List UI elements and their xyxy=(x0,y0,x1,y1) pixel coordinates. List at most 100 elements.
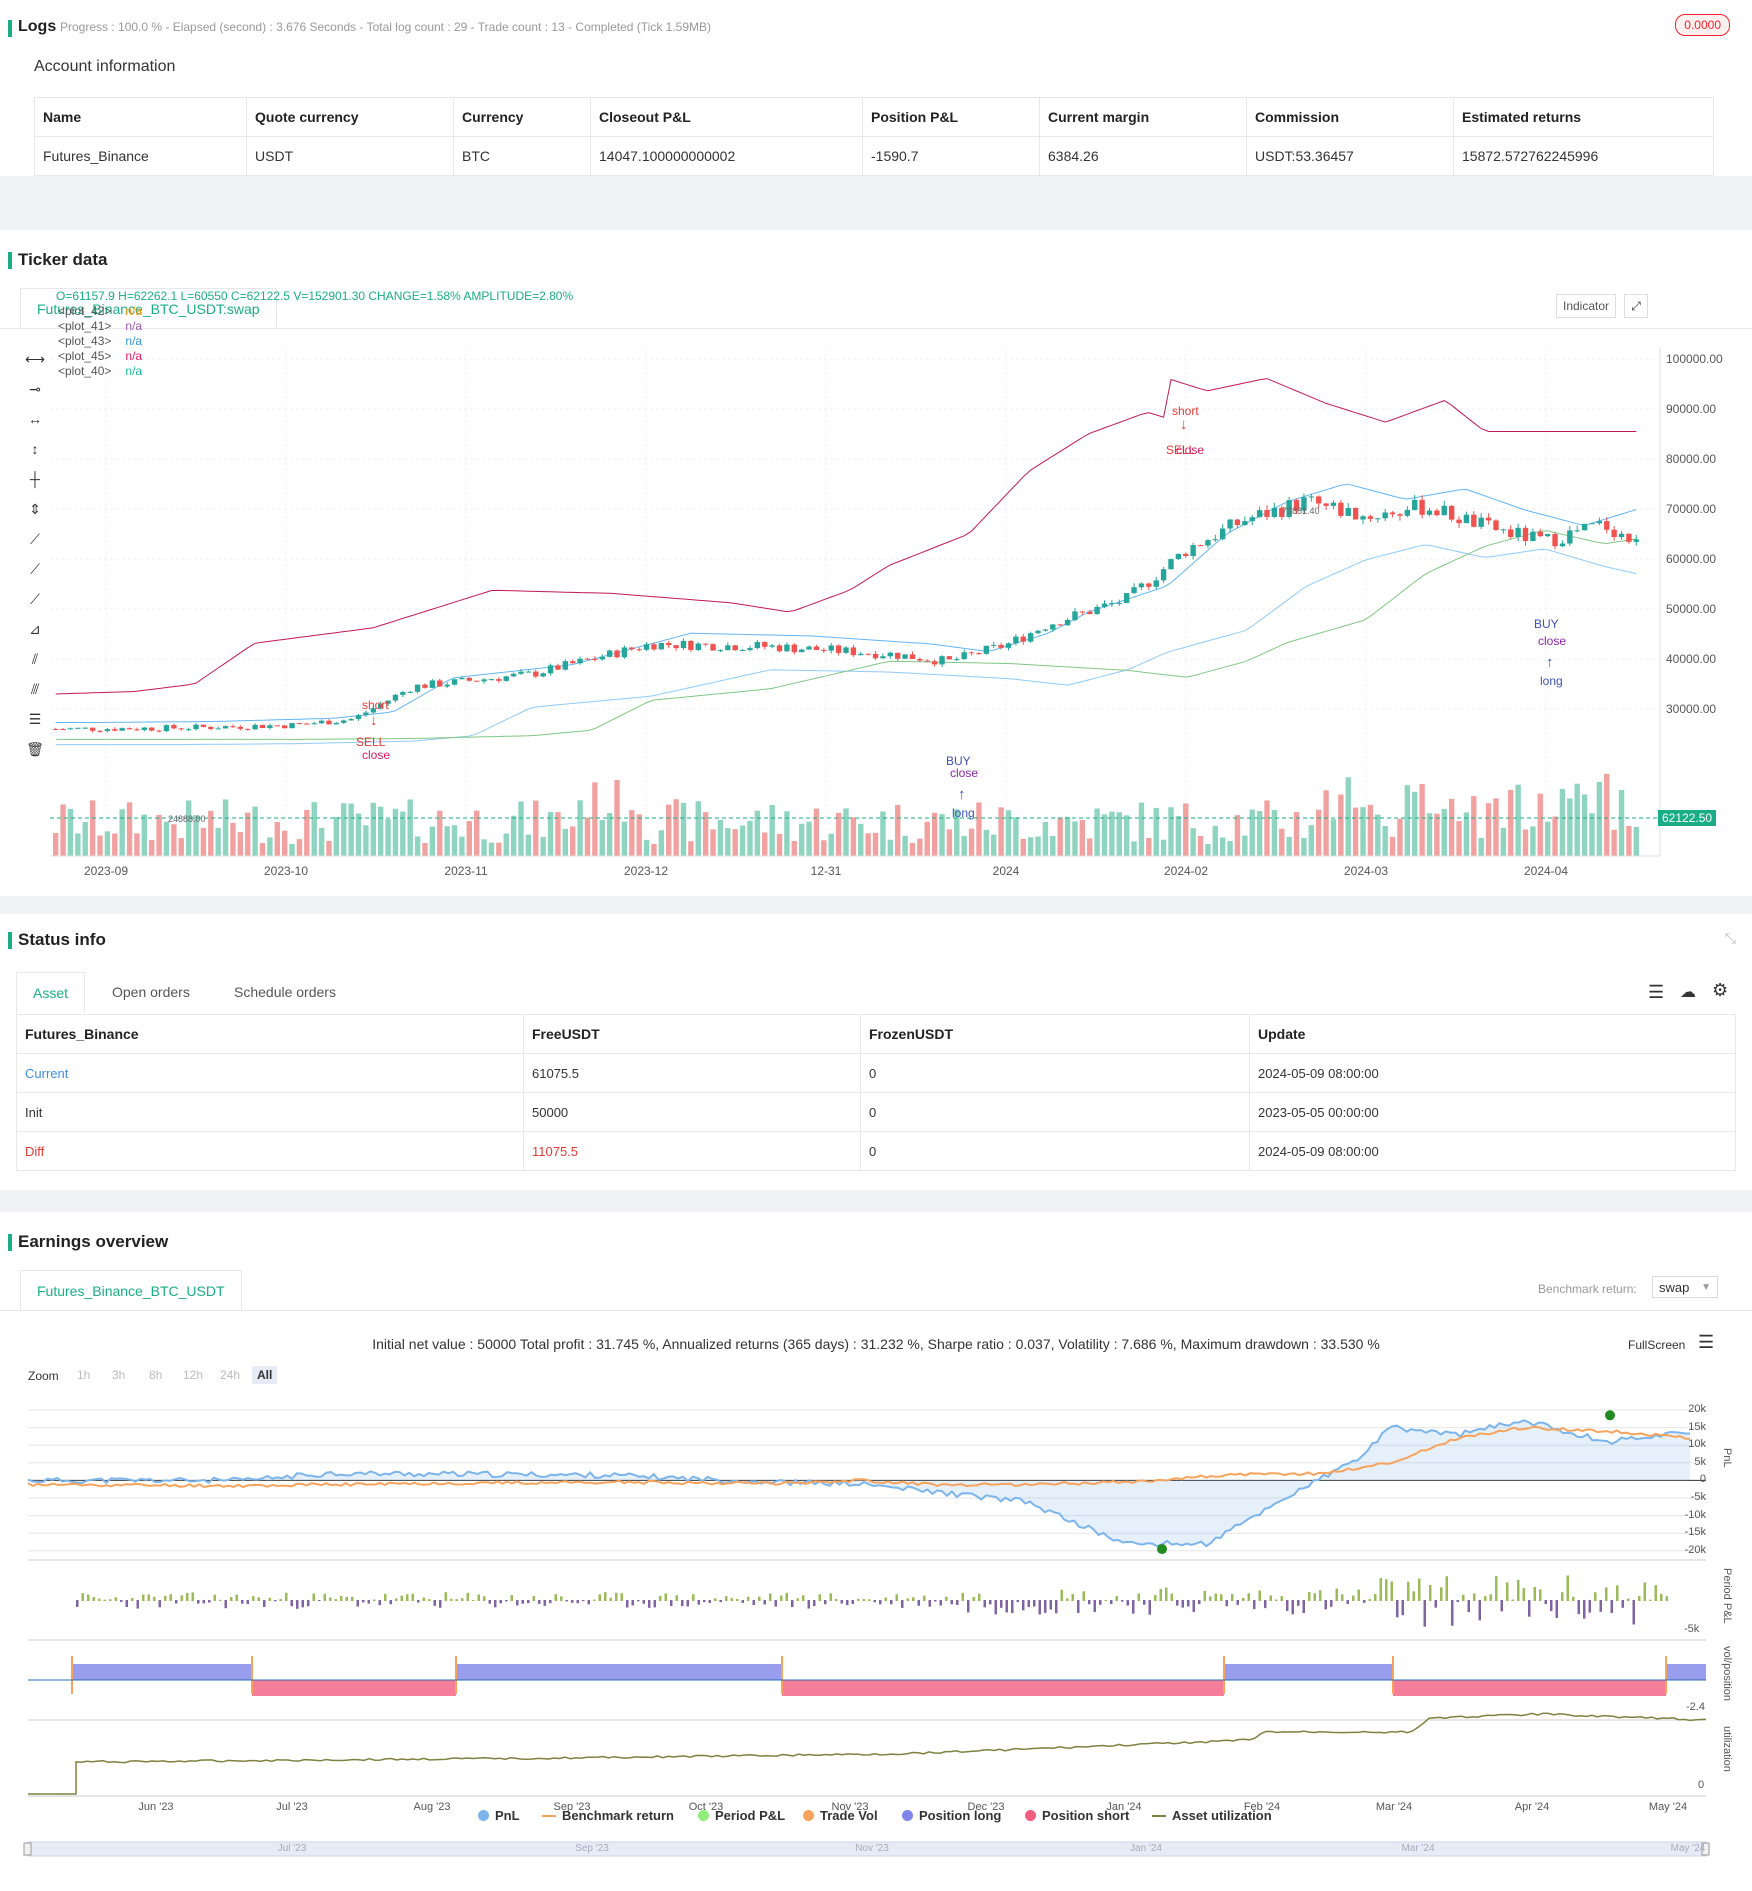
period-pnl-bar xyxy=(604,1592,607,1601)
candle-body xyxy=(1256,510,1263,518)
signal-long-2: long xyxy=(1540,674,1563,688)
zoom-12h[interactable]: 12h xyxy=(183,1368,204,1382)
volume-bar xyxy=(1153,807,1159,856)
candle-body xyxy=(895,652,901,659)
candle-body xyxy=(348,719,354,721)
period-pnl-bar xyxy=(389,1600,392,1605)
period-pnl-bar xyxy=(1060,1589,1063,1601)
horizontal-ray-icon[interactable]: ⊸ xyxy=(29,381,41,397)
period-pnl-bar xyxy=(631,1600,634,1606)
period-pnl-bar xyxy=(1203,1590,1206,1601)
zoom-1h[interactable]: 1h xyxy=(77,1368,91,1382)
volume-bar xyxy=(872,832,879,856)
axis-title: vol/position xyxy=(1721,1646,1733,1702)
legend-item[interactable]: Trade Vol xyxy=(803,1808,878,1823)
legend-item[interactable]: Benchmark return xyxy=(542,1808,674,1823)
tab-earnings-symbol[interactable]: Futures_Binance_BTC_USDT xyxy=(20,1270,242,1311)
period-pnl-bar xyxy=(1577,1600,1580,1615)
period-pnl-bar xyxy=(923,1595,926,1601)
zoom-3h[interactable]: 3h xyxy=(112,1368,126,1382)
zoom-24h[interactable]: 24h xyxy=(220,1368,241,1382)
zoom-all[interactable]: All xyxy=(252,1366,278,1384)
volume-bar xyxy=(510,815,517,856)
period-pnl-bar xyxy=(1346,1600,1349,1605)
fullscreen-button[interactable]: FullScreen xyxy=(1628,1338,1686,1352)
candle-body xyxy=(1271,507,1278,517)
candle-body xyxy=(363,712,369,716)
legend-item[interactable]: Position short xyxy=(1025,1808,1129,1823)
candle-body xyxy=(437,680,443,687)
volume-bar xyxy=(104,831,111,856)
horizontal-line-icon[interactable]: ⟷ xyxy=(24,351,46,367)
tab-open-orders[interactable]: Open orders xyxy=(96,972,206,1012)
extended-line-icon[interactable]: ⟋ xyxy=(30,591,40,607)
candle-body xyxy=(636,649,642,651)
period-pnl-bar xyxy=(1429,1585,1432,1601)
plot-value: n/a xyxy=(125,349,143,363)
navigator-handle-right[interactable] xyxy=(1701,1842,1710,1856)
y-tick-label: 50000.00 xyxy=(1666,602,1717,616)
volume-bar xyxy=(1057,817,1063,856)
candle-body xyxy=(739,650,746,652)
legend-item[interactable]: Period P&L xyxy=(698,1808,785,1823)
tab-schedule-orders[interactable]: Schedule orders xyxy=(218,972,352,1012)
legend-item[interactable]: PnL xyxy=(478,1808,520,1823)
lower-band-line xyxy=(55,544,1637,746)
cloud-download-icon[interactable]: ☁ xyxy=(1680,984,1696,1001)
volume-bar xyxy=(1160,839,1167,856)
candle-body xyxy=(577,658,583,664)
volume-bar xyxy=(806,821,812,856)
tab-ticker-symbol[interactable]: Futures_Binance_BTC_USDT:swap xyxy=(20,288,277,329)
candlestick-chart[interactable] xyxy=(0,230,1752,896)
candle-body xyxy=(1168,559,1174,570)
trend-line-icon[interactable]: ⟋ xyxy=(30,531,40,547)
tab-asset[interactable]: Asset xyxy=(16,972,86,1013)
period-pnl-bar xyxy=(1099,1600,1102,1605)
signal-short-2: short xyxy=(1172,404,1199,418)
period-pnl-bar xyxy=(1005,1600,1008,1613)
menu-icon[interactable]: ☰ xyxy=(1698,1332,1715,1352)
period-pnl-bar xyxy=(114,1597,117,1601)
signal-buy-2: BUY xyxy=(1534,617,1559,631)
vertical-segment-icon[interactable]: ┼ xyxy=(30,471,40,487)
status-title: Status info xyxy=(8,930,106,949)
legend-item[interactable]: Position long xyxy=(902,1808,1001,1823)
period-pnl-bar xyxy=(1533,1586,1536,1601)
y-tick-label: 100000.00 xyxy=(1666,352,1723,366)
period-pnl-bar xyxy=(1434,1600,1437,1608)
fibonacci-icon[interactable]: ⫻ xyxy=(30,681,40,697)
indicator-button[interactable]: Indicator xyxy=(1556,294,1617,318)
navigator-handle-left[interactable] xyxy=(23,1842,32,1856)
period-pnl-bar xyxy=(285,1592,288,1601)
price-line-icon[interactable]: ⊿ xyxy=(29,621,41,637)
status-panel: Status info ⤡ Asset Open orders Schedule… xyxy=(0,914,1752,1190)
arrow-line-icon[interactable]: ↔ xyxy=(28,411,42,427)
earnings-chart[interactable] xyxy=(0,1360,1752,1890)
volume-bar xyxy=(281,830,288,856)
zoom-8h[interactable]: 8h xyxy=(149,1368,163,1382)
expand-icon[interactable]: ⤢ xyxy=(1624,294,1648,318)
candle-body xyxy=(599,656,605,660)
legend-item[interactable]: Asset utilization xyxy=(1152,1808,1272,1823)
vertical-line-icon[interactable]: ↕ xyxy=(31,441,39,457)
list-icon[interactable]: ☰ xyxy=(1648,982,1665,1002)
period-pnl-bar xyxy=(444,1592,447,1601)
volume-bar xyxy=(134,833,140,856)
period-pnl-bar xyxy=(461,1598,464,1601)
period-pnl-bar xyxy=(1462,1594,1465,1601)
benchmark-select[interactable]: swap ▼ xyxy=(1652,1276,1718,1298)
vertical-ray-icon[interactable]: ⇕ xyxy=(29,501,41,517)
candle-body xyxy=(540,673,546,677)
low-marker: 24888.00 xyxy=(168,814,206,824)
period-pnl-bar xyxy=(598,1594,601,1601)
collapse-icon[interactable]: ⤡ xyxy=(1724,930,1736,946)
candle-body xyxy=(776,645,783,652)
ray-line-icon[interactable]: ⟋ xyxy=(30,561,40,577)
fib-retracement-icon[interactable]: ☰ xyxy=(28,711,42,727)
settings-icon[interactable]: ⚙ xyxy=(1712,980,1729,1000)
parallel-channel-icon[interactable]: ⫽ xyxy=(31,651,39,667)
volume-bar xyxy=(185,800,192,856)
period-pnl-bar xyxy=(400,1595,403,1601)
candle-body xyxy=(296,723,303,725)
trash-icon[interactable]: 🗑 xyxy=(26,741,44,757)
